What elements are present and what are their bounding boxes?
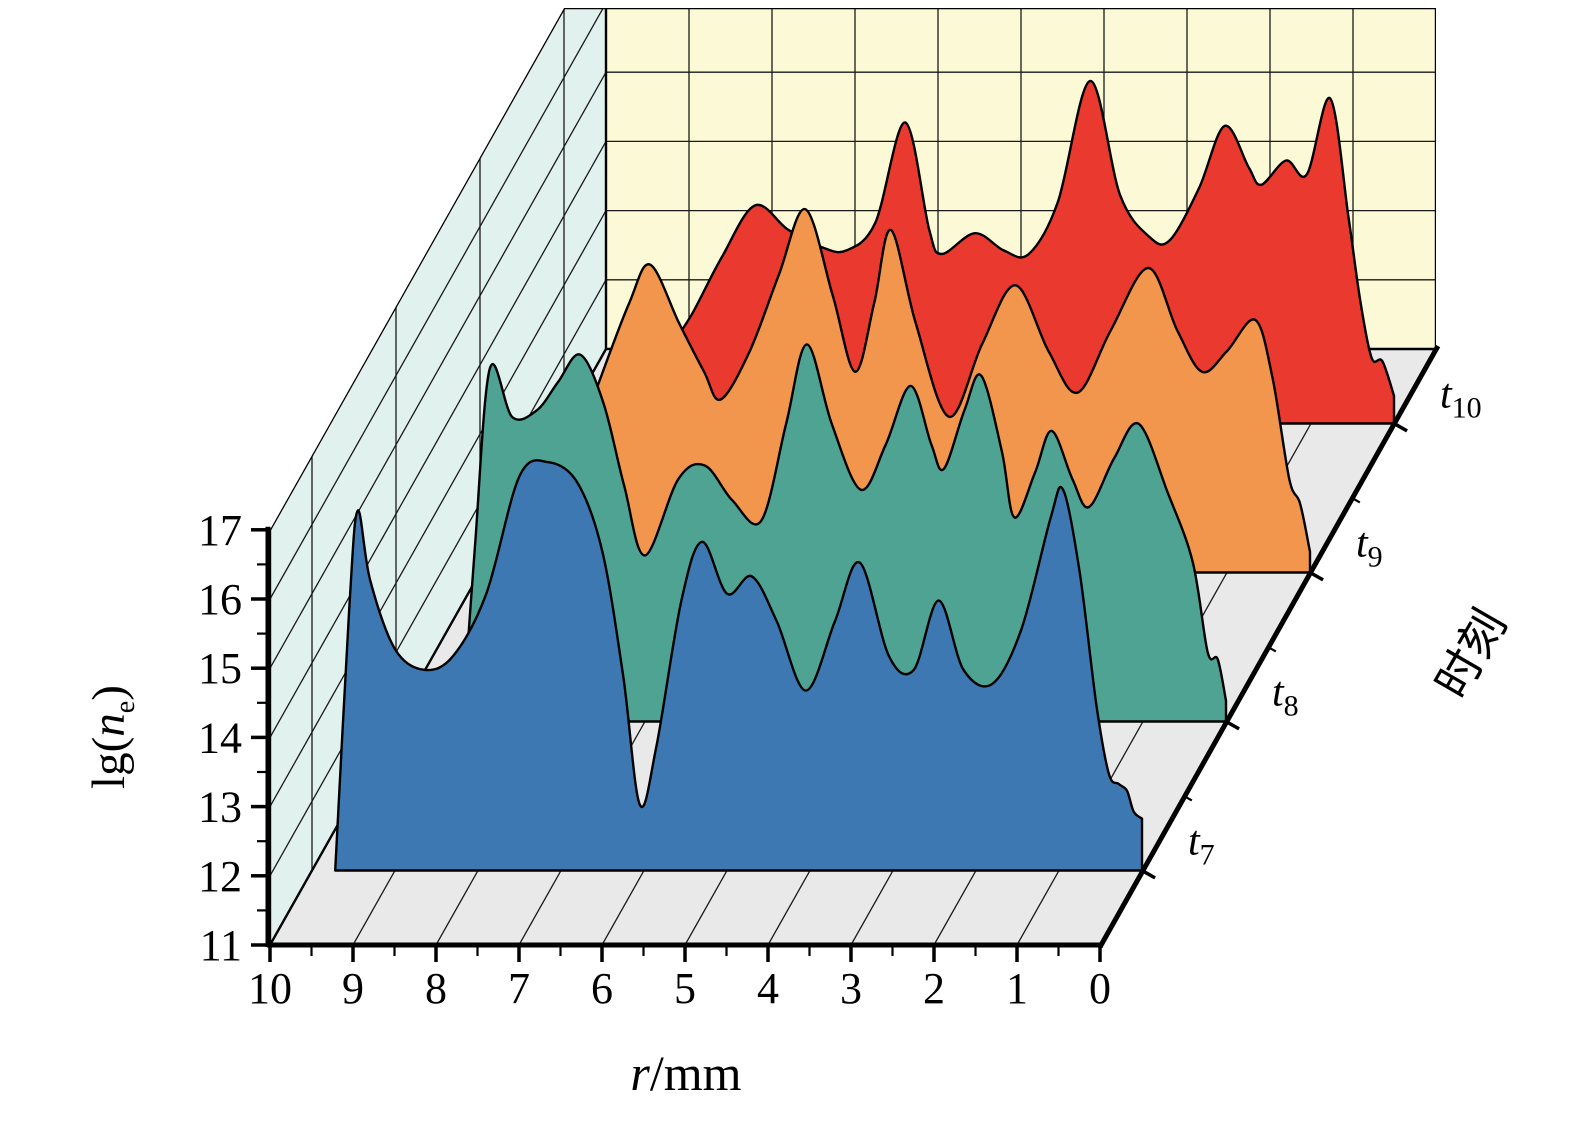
depth-major-tick: [1309, 570, 1324, 582]
depth-minor-tick: [1267, 646, 1277, 653]
x-tick-label-9: 9: [342, 964, 364, 1013]
z-axis-postfix: ): [82, 685, 135, 701]
x-tick-label-1: 1: [1006, 964, 1028, 1013]
left-wall-gridline-z13: [270, 210, 606, 807]
x-tick-label-0: 0: [1089, 964, 1111, 1013]
left-wall-gridline-z15: [270, 71, 606, 669]
depth-tick-label-9: t9: [1356, 521, 1383, 574]
x-axis-unit: /mm: [649, 1045, 742, 1101]
z-axis-subscript: e: [110, 700, 142, 714]
depth-tick-label-8: t8: [1272, 670, 1299, 723]
z-tick-label-11: 11: [200, 921, 242, 970]
z-tick-label-13: 13: [198, 783, 242, 832]
left-wall-gridline-z14: [270, 141, 606, 738]
depth-minor-tick: [1183, 795, 1193, 802]
z-axis-prefix: lg(: [82, 736, 135, 789]
left-wall-gridline-z16: [270, 8, 606, 600]
depth-major-tick: [1141, 868, 1156, 880]
x-tick-label-8: 8: [425, 964, 447, 1013]
x-tick-label-7: 7: [508, 964, 530, 1013]
depth-minor-tick: [1351, 497, 1361, 504]
depth-tick-label-10: t10: [1440, 372, 1482, 425]
axes-group: [251, 344, 1441, 962]
series-t7-area: [334, 459, 1144, 872]
x-axis-symbol: r: [630, 1045, 650, 1101]
x-tick-label-3: 3: [840, 964, 862, 1013]
z-tick-label-16: 16: [198, 575, 242, 624]
z-axis-symbol: n: [82, 713, 135, 737]
z-tick-label-17: 17: [198, 506, 242, 555]
depth-major-tick: [1393, 421, 1408, 433]
z-tick-label-14: 14: [198, 713, 242, 762]
x-tick-label-5: 5: [674, 964, 696, 1013]
depth-major-tick: [1225, 719, 1240, 731]
depth-tick-label-7: t7: [1188, 819, 1215, 872]
x-tick-label-10: 10: [248, 964, 292, 1013]
x-axis-title: r/mm: [536, 1044, 836, 1102]
z-axis-title: lg(ne): [82, 685, 142, 789]
left-wall-gridline-z12: [270, 279, 606, 877]
x-tick-label-4: 4: [757, 964, 779, 1013]
x-tick-label-6: 6: [591, 964, 613, 1013]
z-tick-label-15: 15: [198, 644, 242, 693]
x-tick-label-2: 2: [923, 964, 945, 1013]
z-tick-label-12: 12: [198, 852, 242, 901]
